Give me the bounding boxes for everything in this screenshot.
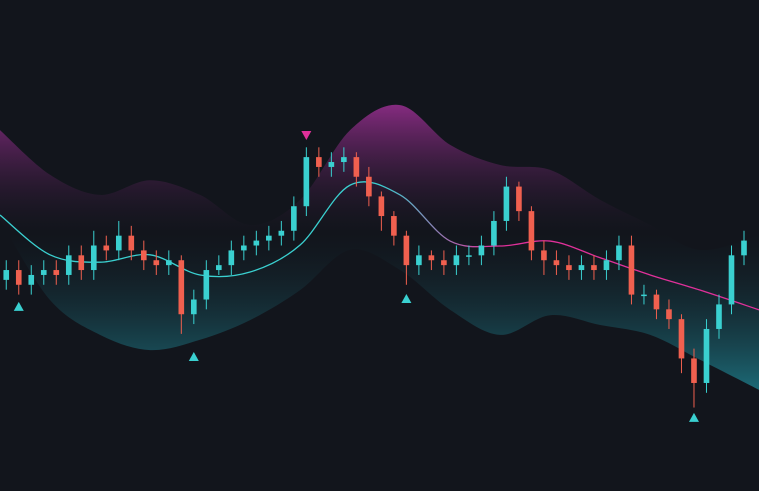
candle-body (728, 255, 735, 305)
candle-body (53, 270, 60, 275)
candle-body (678, 319, 685, 359)
candle-body (403, 235, 410, 266)
candle-body (216, 265, 222, 271)
candle-body (466, 255, 472, 257)
candle-body (3, 270, 10, 280)
candle-body (15, 270, 22, 285)
candle-body (566, 265, 572, 271)
candle-body (278, 230, 285, 236)
candle-body (666, 309, 672, 320)
candle-body (203, 270, 210, 300)
candle-body (553, 260, 560, 266)
candle-body (115, 235, 122, 251)
candle-body (628, 245, 635, 295)
candle-body (153, 260, 160, 266)
candle-body (616, 245, 622, 261)
candle-body (416, 255, 422, 266)
candle-body (578, 265, 585, 271)
signal-marker (13, 301, 24, 311)
candle-body (703, 328, 710, 383)
candle-body (266, 235, 272, 241)
candle-body (253, 240, 260, 246)
signal-marker (301, 131, 312, 141)
candle-body (591, 265, 597, 271)
candle-body (541, 250, 547, 261)
candle-body (441, 260, 447, 266)
candle-body (328, 162, 335, 167)
candle-body (303, 157, 310, 207)
signal-marker (401, 294, 412, 304)
candle-body (28, 274, 35, 285)
signal-marker (688, 412, 699, 422)
signal-marker (188, 351, 199, 361)
candle-body (516, 186, 522, 212)
band-area (0, 104, 759, 390)
candle-body (378, 196, 385, 217)
candle-body (165, 260, 172, 266)
candle-body (316, 157, 322, 167)
candle-body (528, 211, 535, 251)
candle-body (90, 245, 97, 271)
candle-body (140, 250, 147, 261)
candle-body (428, 255, 435, 261)
candle-body (65, 255, 72, 275)
candle-body (78, 255, 85, 271)
candle-body (241, 245, 247, 251)
candle-body (653, 294, 660, 310)
candle-body (366, 176, 372, 197)
candle-body (453, 255, 460, 266)
candle-body (691, 358, 697, 383)
candle-body (641, 294, 647, 297)
candle-body (603, 260, 610, 271)
candle-body (391, 216, 397, 236)
candle-body (341, 157, 347, 163)
candle-body (491, 220, 497, 246)
candle-body (128, 235, 135, 251)
candle-body (103, 245, 110, 251)
candle-body (178, 260, 185, 315)
candle-body (191, 299, 197, 315)
candle-body (291, 206, 297, 231)
candle-body (478, 245, 485, 256)
candle-body (741, 240, 747, 256)
candle-body (503, 186, 510, 221)
candle-body (716, 304, 722, 329)
candle-body (353, 157, 360, 177)
candle-body (228, 250, 235, 266)
candle-body (40, 270, 47, 275)
